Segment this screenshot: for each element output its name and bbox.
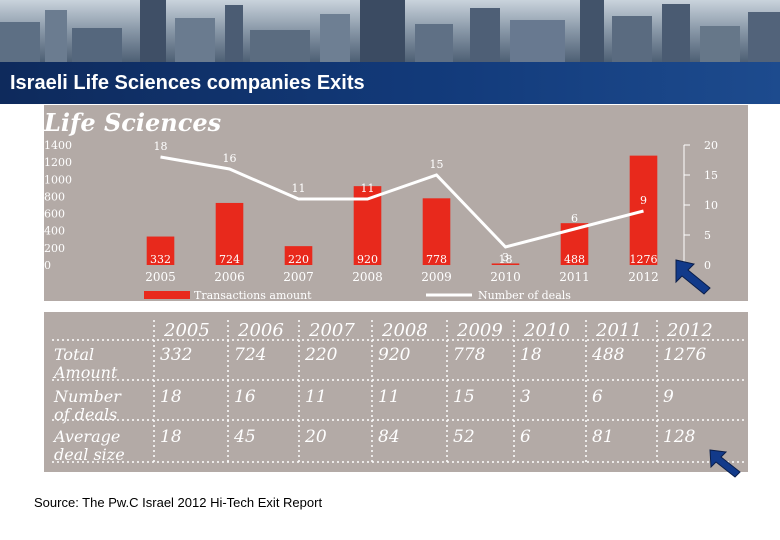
deals-label-2005: 18 [154,140,168,153]
table-cell: 9 [663,387,674,407]
title-band [0,62,780,104]
table-year-2009: 2009 [456,320,503,341]
bar-2012 [629,155,658,265]
table-cell: 1276 [663,345,706,365]
table-cell: 20 [304,427,327,447]
table-cell: 778 [453,345,486,365]
table-year-2012: 2012 [666,320,713,341]
arrow-icon [709,449,741,478]
table-year-2011: 2011 [595,320,642,341]
table-cell: 6 [592,387,603,407]
deals-label-2007: 11 [292,182,306,195]
legend-label-transactions: Transactions amount [194,289,312,301]
left-axis-tick: 200 [44,242,65,255]
legend-label-deals: Number of deals [478,289,571,301]
x-tick-2010: 2010 [490,270,521,284]
right-axis-tick: 10 [704,199,718,212]
table-cell: 920 [378,345,411,365]
table-year-2008: 2008 [381,320,428,341]
left-axis-tick: 1400 [44,139,72,152]
table-row-label: Amount [52,363,118,382]
x-tick-2012: 2012 [628,270,659,284]
table-cell: 18 [520,345,542,365]
right-axis-tick: 20 [704,139,718,152]
bar-value-label-2007: 220 [288,253,309,266]
right-axis-tick: 15 [704,169,718,182]
deals-label-2009: 15 [430,158,444,171]
skyline-image [0,0,780,62]
header-banner: Israeli Life Sciences companies Exits [0,0,780,104]
left-axis-tick: 600 [44,208,65,221]
right-axis-tick: 5 [704,229,711,242]
deals-label-2008: 11 [361,182,375,195]
left-axis-tick: 1200 [44,156,72,169]
table-cell: 6 [520,427,531,447]
table-cell: 724 [234,345,266,365]
deals-label-2011: 6 [571,212,578,225]
table-cell: 84 [378,427,400,447]
page-title: Israeli Life Sciences companies Exits [10,72,365,94]
table-cell: 52 [453,427,475,447]
chart-panel: Life Sciences 0 200 400 600 800 1000 1200 1400 … [44,105,748,301]
table-row-label: Average [52,427,120,446]
table-cell: 488 [591,345,625,365]
table-cell: 18 [160,387,182,407]
left-axis-tick: 1000 [44,173,72,186]
left-axis-tick: 800 [44,190,65,203]
deals-line [160,155,644,249]
bar-2010 [491,263,520,265]
table-cell: 18 [160,427,182,447]
bar-value-label-2009: 778 [426,253,447,266]
bar-value-label-2012: 1276 [630,253,658,266]
right-axis-tick: 0 [704,259,711,272]
x-tick-2006: 2006 [214,270,245,284]
x-tick-2009: 2009 [421,270,452,284]
deals-label-2012: 9 [640,194,647,207]
life-sciences-chart: Life Sciences 0200400600800100012001400 … [44,108,718,301]
table-cell: 3 [520,387,531,407]
table-cell: 128 [663,427,696,447]
deals-label-2006: 16 [223,152,237,165]
table-row-label: Total [54,345,94,364]
table-cell: 15 [453,387,475,407]
source-note: Source: The Pw.C Israel 2012 Hi-Tech Exi… [34,495,323,510]
data-table-panel: 2005 2006 2007 2008 2009 2010 2011 2012 Total Amo… [44,312,748,472]
x-tick-2008: 2008 [352,270,383,284]
x-tick-2005: 2005 [145,270,176,284]
arrow-icon [675,259,711,295]
table-row-label: of deals [54,405,117,424]
x-tick-2007: 2007 [283,270,314,284]
bar-value-label-2006: 724 [219,253,240,266]
table-row-label: deal size [54,445,125,464]
bar-value-label-2011: 488 [564,253,585,266]
bar-value-label-2008: 920 [357,253,378,266]
bar-value-label-2005: 332 [150,253,171,266]
bar-2006 [215,202,244,265]
table-year-2006: 2006 [237,320,284,341]
legend-swatch-transactions [144,291,190,299]
left-axis-tick: 0 [44,259,51,272]
bar-2009 [422,198,451,265]
table-year-2010: 2010 [523,320,570,341]
table-year-2005: 2005 [163,320,210,341]
table-year-2007: 2007 [308,320,355,341]
table-cell: 11 [305,387,327,407]
table-cell: 81 [592,427,614,447]
table-cell: 220 [304,345,338,365]
table-cell: 16 [234,387,256,407]
table-cell: 45 [233,427,256,447]
data-table: 2005 2006 2007 2008 2009 2010 2011 2012TotalAmo… [52,320,744,464]
chart-title: Life Sciences [44,108,222,137]
bar-value-label-2010: 18 [499,253,513,266]
table-cell: 11 [378,387,400,407]
left-axis-tick: 400 [44,225,65,238]
table-row-label: Number [53,387,122,406]
table-cell: 332 [160,345,192,365]
x-tick-2011: 2011 [559,270,590,284]
bar-2007 [284,246,313,265]
deals-label-2010: 3 [502,251,509,264]
bar-2005 [146,236,175,265]
